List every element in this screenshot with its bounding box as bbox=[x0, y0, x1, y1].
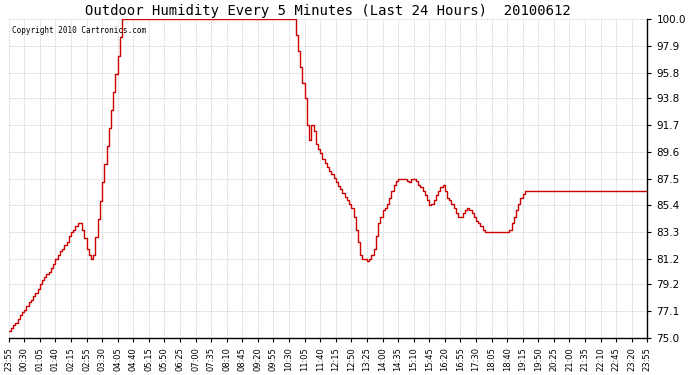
Text: Copyright 2010 Cartronics.com: Copyright 2010 Cartronics.com bbox=[12, 26, 146, 35]
Title: Outdoor Humidity Every 5 Minutes (Last 24 Hours)  20100612: Outdoor Humidity Every 5 Minutes (Last 2… bbox=[85, 4, 571, 18]
